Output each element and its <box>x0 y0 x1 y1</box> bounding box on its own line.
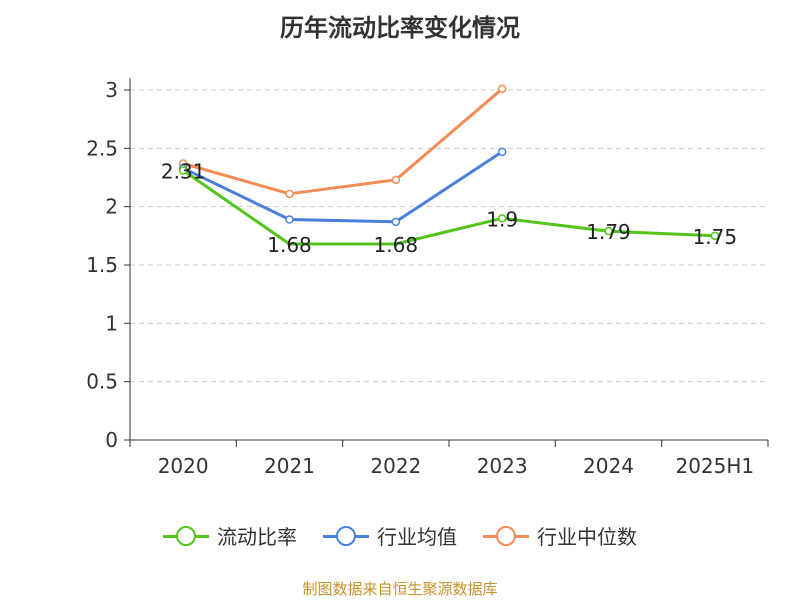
x-tick-label: 2021 <box>264 454 315 478</box>
data-point <box>497 84 507 94</box>
legend-item-current-ratio[interactable]: 流动比率 <box>163 521 297 550</box>
data-label: 2.31 <box>161 160 206 184</box>
data-point <box>391 217 401 227</box>
y-tick-label: 1 <box>105 311 118 335</box>
series-line-0 <box>182 169 715 246</box>
data-label: 1.9 <box>486 207 518 231</box>
x-tick-label: 2022 <box>370 454 421 478</box>
legend-label-current-ratio: 流动比率 <box>217 525 297 549</box>
legend-label-industry-median: 行业中位数 <box>537 525 637 549</box>
data-point <box>604 226 613 236</box>
data-point <box>497 214 507 223</box>
legend-marker-industry-mean <box>323 525 369 547</box>
y-tick-label: 0 <box>105 428 118 452</box>
data-label: 1.68 <box>374 233 419 257</box>
x-tick-label: 2024 <box>583 454 634 478</box>
y-tick-label: 0.5 <box>86 370 118 394</box>
chart-title: 历年流动比率变化情况 <box>280 14 520 42</box>
y-tick-label: 1.5 <box>86 253 118 277</box>
data-point <box>285 189 294 199</box>
data-label: 1.68 <box>267 233 312 257</box>
y-tick-label: 2 <box>105 195 118 219</box>
legend-item-industry-mean[interactable]: 行业均值 <box>323 521 457 550</box>
data-point <box>178 166 188 175</box>
data-source-note: 制图数据来自恒生聚源数据库 <box>302 580 498 598</box>
data-point <box>497 147 507 157</box>
chart-legend: 流动比率 行业均值 行业中位数 <box>0 521 800 550</box>
x-tick-label: 2023 <box>477 454 528 478</box>
series-line-1 <box>182 150 504 224</box>
legend-item-industry-median[interactable]: 行业中位数 <box>483 521 637 550</box>
data-point <box>391 175 401 185</box>
x-tick-label: 2020 <box>158 454 209 478</box>
y-tick-label: 3 <box>105 78 118 102</box>
legend-marker-current-ratio <box>163 525 209 547</box>
legend-label-industry-mean: 行业均值 <box>377 525 457 549</box>
data-label: 1.75 <box>693 225 738 249</box>
series-line-2 <box>182 87 504 196</box>
data-label: 1.79 <box>586 220 631 244</box>
x-tick-label: 2025H1 <box>675 454 754 478</box>
legend-marker-industry-median <box>483 525 529 547</box>
y-tick-label: 2.5 <box>86 136 118 160</box>
data-point <box>285 215 294 224</box>
data-point <box>710 231 720 241</box>
